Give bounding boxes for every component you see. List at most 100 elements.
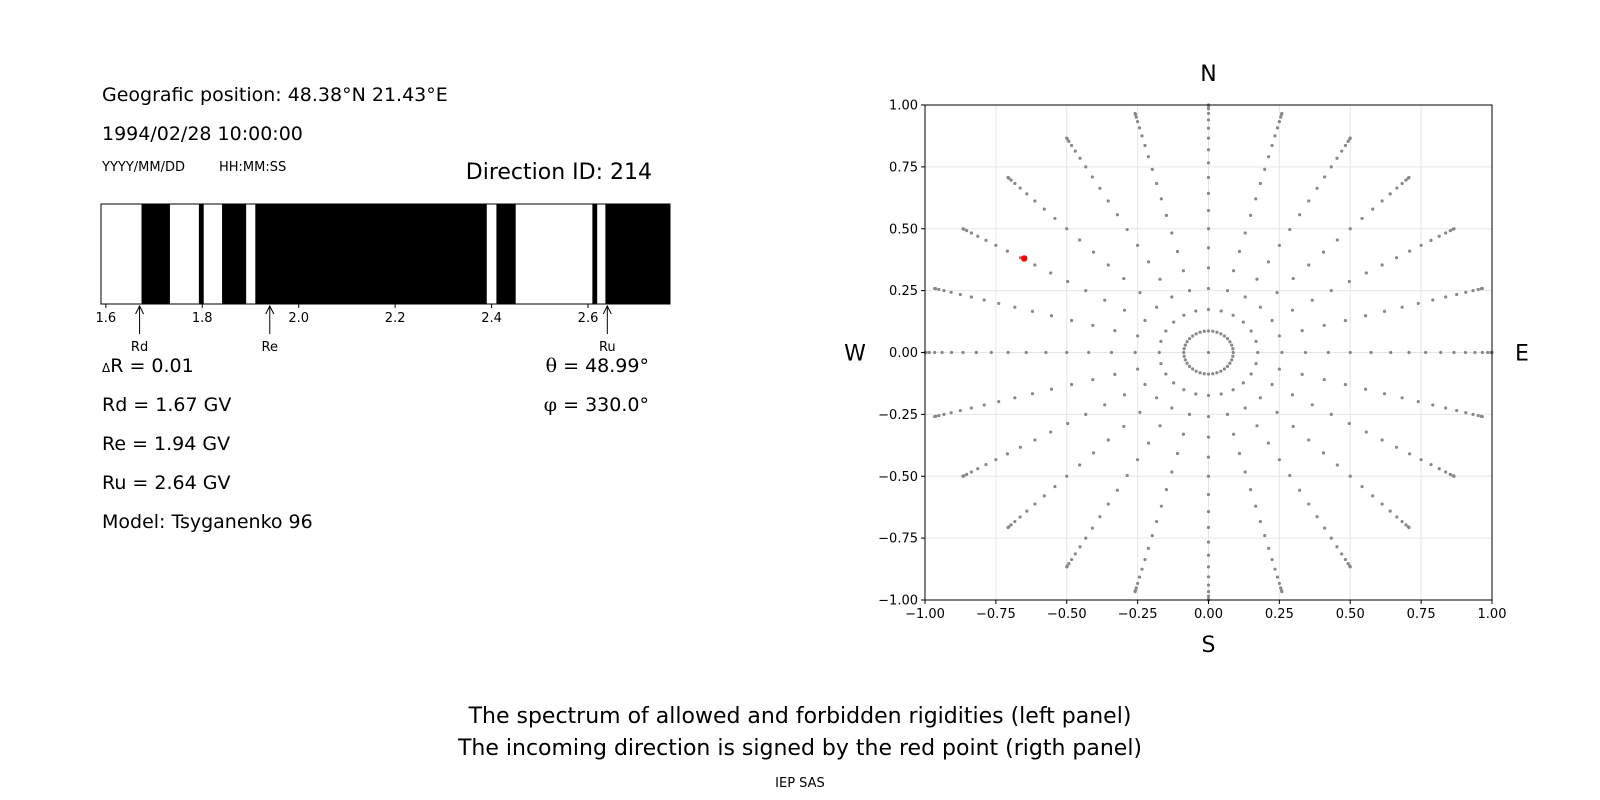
delta-r: ΔR = 0.01 [102, 355, 194, 377]
direction-grid-point [1416, 301, 1420, 306]
direction-grid-point [1329, 412, 1333, 416]
direction-grid-point [1172, 320, 1176, 324]
direction-grid-point [1225, 337, 1230, 341]
direction-grid-point [1329, 536, 1333, 540]
direction-grid-point [1228, 361, 1232, 365]
direction-grid-point [1140, 134, 1144, 138]
direction-grid-point [1476, 287, 1480, 292]
direction-grid-point [969, 295, 973, 299]
phi-value: φ = 330.0° [544, 394, 649, 416]
direction-grid-point [1254, 339, 1258, 343]
direction-grid-point [1395, 186, 1399, 190]
direction-grid-point [982, 298, 986, 302]
direction-grid-point [1087, 350, 1091, 355]
sky-x-tick-label: 0.00 [1194, 607, 1223, 622]
direction-grid-point [1183, 343, 1187, 347]
direction-grid-point [1206, 286, 1211, 291]
direction-grid-point [1090, 175, 1094, 179]
direction-grid-point [1206, 540, 1211, 544]
direction-grid-point [1025, 192, 1029, 196]
direction-grid-point [1170, 295, 1174, 299]
direction-grid-point [969, 231, 973, 235]
direction-grid-point [1103, 298, 1107, 302]
ru-value: Ru = 2.64 GV [102, 472, 231, 494]
direction-grid-point [1206, 118, 1211, 122]
direction-grid-point [1053, 216, 1057, 221]
direction-grid-point [1078, 156, 1082, 160]
direction-grid-point [1158, 277, 1162, 281]
direction-grid-point [1335, 545, 1339, 549]
direction-grid-point [1444, 406, 1448, 410]
direction-grid-point [1464, 411, 1468, 415]
sky-x-tick-label: −0.75 [976, 607, 1016, 622]
direction-grid-point [984, 463, 988, 467]
direction-grid-point [982, 403, 986, 407]
direction-grid-point [1215, 371, 1219, 375]
compass-south: S [1202, 633, 1216, 658]
direction-grid-point [1137, 126, 1142, 130]
direction-grid-point [1452, 227, 1456, 231]
direction-grid-point [1360, 216, 1364, 221]
direction-grid-point [1125, 227, 1129, 232]
direction-grid-point [1277, 334, 1281, 338]
date-time: 1994/02/28 10:00:00 [102, 123, 303, 145]
direction-grid-point [1198, 371, 1202, 375]
direction-grid-point [1241, 320, 1245, 324]
direction-grid-point [1300, 372, 1304, 377]
direction-grid-point [1091, 323, 1095, 328]
direction-grid-point [1380, 502, 1384, 506]
compass-west: W [844, 342, 866, 367]
direction-grid-point [1389, 350, 1393, 355]
direction-grid-point [1277, 458, 1281, 462]
direction-grid-point [1254, 197, 1258, 201]
direction-grid-point [1275, 575, 1280, 579]
phi-number: = 330.0° [557, 394, 649, 416]
direction-grid-point [1146, 546, 1150, 550]
spectrum-frame [100, 203, 671, 305]
direction-grid-point [1473, 350, 1477, 355]
direction-grid-point [1431, 403, 1435, 407]
direction-grid-point [1138, 291, 1142, 295]
sky-x-tick-label: −0.50 [1047, 607, 1087, 622]
spectrum-tick-label: 1.8 [192, 311, 213, 326]
direction-grid-point [1013, 181, 1017, 186]
direction-grid-point [1298, 213, 1302, 217]
direction-grid-point [1091, 451, 1096, 455]
direction-grid-point [1090, 526, 1094, 530]
direction-grid-point [1206, 414, 1211, 419]
direction-grid-point [1069, 143, 1074, 148]
direction-grid-point [1136, 367, 1140, 371]
direction-grid-point [1065, 350, 1069, 355]
direction-grid-point [1125, 473, 1129, 478]
direction-grid-point [1307, 263, 1311, 267]
direction-grid-point [1455, 292, 1459, 297]
direction-grid-point [1439, 350, 1443, 355]
direction-grid-point [940, 350, 944, 355]
direction-grid-point [1157, 350, 1161, 355]
direction-grid-point [1254, 504, 1258, 508]
direction-grid-point [1206, 553, 1211, 557]
direction-grid-point [1206, 307, 1211, 312]
direction-grid-point [1164, 329, 1168, 333]
direction-grid-point [1231, 347, 1235, 351]
direction-grid-point [1248, 213, 1253, 217]
direction-grid-point [1219, 392, 1223, 396]
direction-grid-point [1175, 249, 1180, 254]
direction-grid-point [1243, 470, 1247, 474]
direction-grid-point [994, 243, 998, 247]
sky-x-tick-label: 0.50 [1336, 607, 1365, 622]
forbidden-band [496, 204, 516, 304]
theta-symbol: θ [545, 355, 558, 377]
direction-grid-point [1170, 470, 1174, 474]
direction-grid-point [1335, 463, 1339, 467]
theta-value: θ = 48.99° [546, 355, 649, 377]
direction-grid-point [1164, 488, 1169, 492]
direction-grid-point [1198, 330, 1202, 334]
direction-grid-point [1364, 271, 1368, 275]
direction-grid-point [1263, 534, 1267, 538]
direction-grid-point [1404, 178, 1408, 182]
direction-grid-point [1018, 445, 1023, 449]
direction-grid-point [1419, 458, 1423, 462]
marker-arrowhead-rd [135, 304, 145, 315]
